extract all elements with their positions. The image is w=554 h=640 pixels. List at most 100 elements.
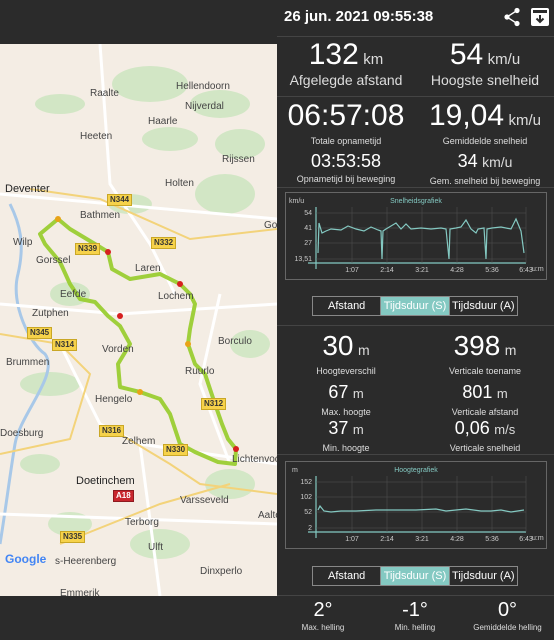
stat-total-time: 06:57:08 Totale opnametijd [287, 99, 405, 147]
road-badge-n332: N332 [151, 237, 177, 249]
map-place-raalte: Raalte [90, 88, 119, 99]
map-canvas [0, 44, 277, 596]
elevation-chart-ytick-1: 102 [300, 494, 312, 501]
stat-max-slope: 2° Max. helling [301, 599, 345, 632]
elevation-chart-ytick-3: 2 [308, 525, 312, 532]
map-place-hengelo: Hengelo [95, 394, 133, 405]
speed-chart-ytick-3: 13,51 [294, 256, 312, 263]
recorded-route [38, 217, 238, 466]
map-place-borculo: Borculo [218, 336, 252, 347]
map-place-gorssel: Gorssel [36, 255, 71, 266]
map-place-s-heerenberg: s-Heerenberg [55, 556, 117, 567]
elevation-chart-xtick-5: 6:43 [519, 536, 533, 543]
elevation-chart-ytick-0: 152 [300, 479, 312, 486]
speed-chart-xtick-0: 1:07 [345, 267, 359, 274]
speed-chart-xtick-1: 2:14 [380, 267, 394, 274]
speed-chart-ytick-0: 54 [304, 210, 312, 217]
elevation-chart-xtick-0: 1:07 [345, 536, 359, 543]
map-place-ruurlo: Ruurlo [185, 366, 215, 377]
map-place-dinxperlo: Dinxperlo [200, 566, 243, 577]
route-map[interactable]: Raalte Hellendoorn Nijverdal Haarle Heet… [0, 44, 277, 596]
map-place-bathmen: Bathmen [80, 210, 121, 221]
map-place-zutphen: Zutphen [32, 308, 69, 319]
elevation-chart-ytick-2: 52 [304, 509, 312, 516]
map-place-goor: Goe [264, 220, 277, 231]
map-place-wilp: Wilp [13, 237, 33, 248]
map-place-laren: Laren [135, 263, 161, 274]
elevation-chart-xunit: u:m [532, 535, 544, 542]
speed-chart-xtick-5: 6:43 [519, 267, 533, 274]
elevation-tab-duration-a[interactable]: Tijdsduur (A) [448, 567, 517, 585]
road-badge-n344: N344 [107, 194, 133, 206]
speed-tab-duration-s[interactable]: Tijdsduur (S) [380, 297, 449, 315]
elevation-chart-xtick-1: 2:14 [380, 536, 394, 543]
map-bottom-strip [0, 596, 277, 640]
road-badge-a18: A18 [113, 490, 134, 502]
map-place-brummen: Brummen [6, 357, 50, 368]
elevation-chart-axis-toggle[interactable]: Afstand Tijdsduur (S) Tijdsduur (A) [312, 566, 518, 586]
map-place-aalten: Aalte [258, 510, 277, 521]
speed-chart[interactable]: Snelheidsgrafiek km/u u:m 54 [285, 192, 547, 280]
map-place-vorden: Vorden [102, 344, 134, 355]
route-segment-markers [55, 216, 239, 452]
map-place-eefde: Eefde [60, 289, 87, 300]
stat-min-height: 37 m Min. hoogte [322, 418, 370, 453]
stat-vertical-ascent: 398 m Verticale toename [448, 330, 522, 377]
speed-tab-duration-a[interactable]: Tijdsduur (A) [448, 297, 517, 315]
elevation-tab-duration-s[interactable]: Tijdsduur (S) [380, 567, 449, 585]
recording-datetime: 26 jun. 2021 09:55:38 [284, 8, 434, 25]
road-badge-n316: N316 [99, 425, 125, 437]
speed-chart-title: Snelheidsgrafiek [390, 198, 442, 205]
stat-top-speed: 54 km/u Hoogste snelheid [430, 38, 540, 89]
map-place-haarle: Haarle [148, 116, 178, 127]
map-place-rijssen: Rijssen [222, 154, 255, 165]
elevation-chart-title: Hoogtegrafiek [394, 467, 438, 474]
speed-chart-xtick-3: 4:28 [450, 267, 464, 274]
map-place-doesburg: Doesburg [0, 428, 44, 439]
stat-moving-avg-speed: 34 km/u Gem. snelheid bij beweging [429, 151, 541, 186]
stat-elevation-diff: 30 m Hoogteverschil [316, 330, 376, 377]
speed-tab-distance[interactable]: Afstand [313, 297, 381, 315]
road-badge-n335: N335 [60, 531, 86, 543]
elevation-chart-xtick-4: 5:36 [485, 536, 499, 543]
stat-moving-time: 03:53:58 Opnametijd bij beweging [296, 151, 396, 184]
google-attribution: Google [5, 552, 47, 566]
speed-chart-ytick-1: 41 [304, 225, 312, 232]
stat-max-height: 67 m Max. hoogte [321, 382, 371, 417]
map-place-deventer: Deventer [5, 183, 50, 195]
elevation-series-line [317, 504, 525, 513]
top-bar: 26 jun. 2021 09:55:38 [0, 0, 554, 36]
speed-chart-xtick-4: 5:36 [485, 267, 499, 274]
speed-chart-xunit: u:m [532, 266, 544, 273]
stat-avg-speed: 19,04 km/u Gemiddelde snelheid [428, 99, 542, 147]
map-place-terborg: Terborg [125, 517, 159, 528]
speed-chart-ytick-2: 27 [304, 240, 312, 247]
speed-chart-xtick-2: 3:21 [415, 267, 429, 274]
elevation-chart-yunit: m [292, 467, 298, 474]
speed-chart-yunit: km/u [289, 198, 304, 205]
map-place-doetinchem: Doetinchem [76, 475, 135, 487]
elevation-tab-distance[interactable]: Afstand [313, 567, 381, 585]
map-place-varsseveld: Varsseveld [180, 495, 229, 506]
road-badge-n345: N345 [27, 327, 53, 339]
stat-distance: 132 km Afgelegde afstand [289, 38, 403, 89]
map-place-hellendoorn: Hellendoorn [176, 81, 230, 92]
save-archive-icon[interactable] [530, 7, 550, 27]
speed-chart-axis-toggle[interactable]: Afstand Tijdsduur (S) Tijdsduur (A) [312, 296, 518, 316]
map-place-lochem: Lochem [158, 291, 194, 302]
share-icon[interactable] [503, 7, 521, 27]
elevation-chart[interactable]: Hoogtegrafiek m u:m 152 [285, 461, 547, 549]
map-place-emmerik: Emmerik [60, 588, 100, 596]
stat-vertical-distance: 801 m Verticale afstand [451, 382, 519, 417]
map-place-ulft: Ulft [148, 542, 163, 553]
map-place-holten: Holten [165, 178, 194, 189]
map-place-nijverdal: Nijverdal [185, 101, 224, 112]
map-place-heeten: Heeten [80, 131, 113, 142]
elevation-chart-xtick-2: 3:21 [415, 536, 429, 543]
stat-min-slope: -1° Min. helling [394, 599, 436, 632]
road-badge-n312: N312 [201, 398, 227, 410]
stat-avg-slope: 0° Gemiddelde helling [473, 599, 542, 632]
speed-series-line [317, 217, 525, 260]
road-badge-n330: N330 [163, 444, 189, 456]
